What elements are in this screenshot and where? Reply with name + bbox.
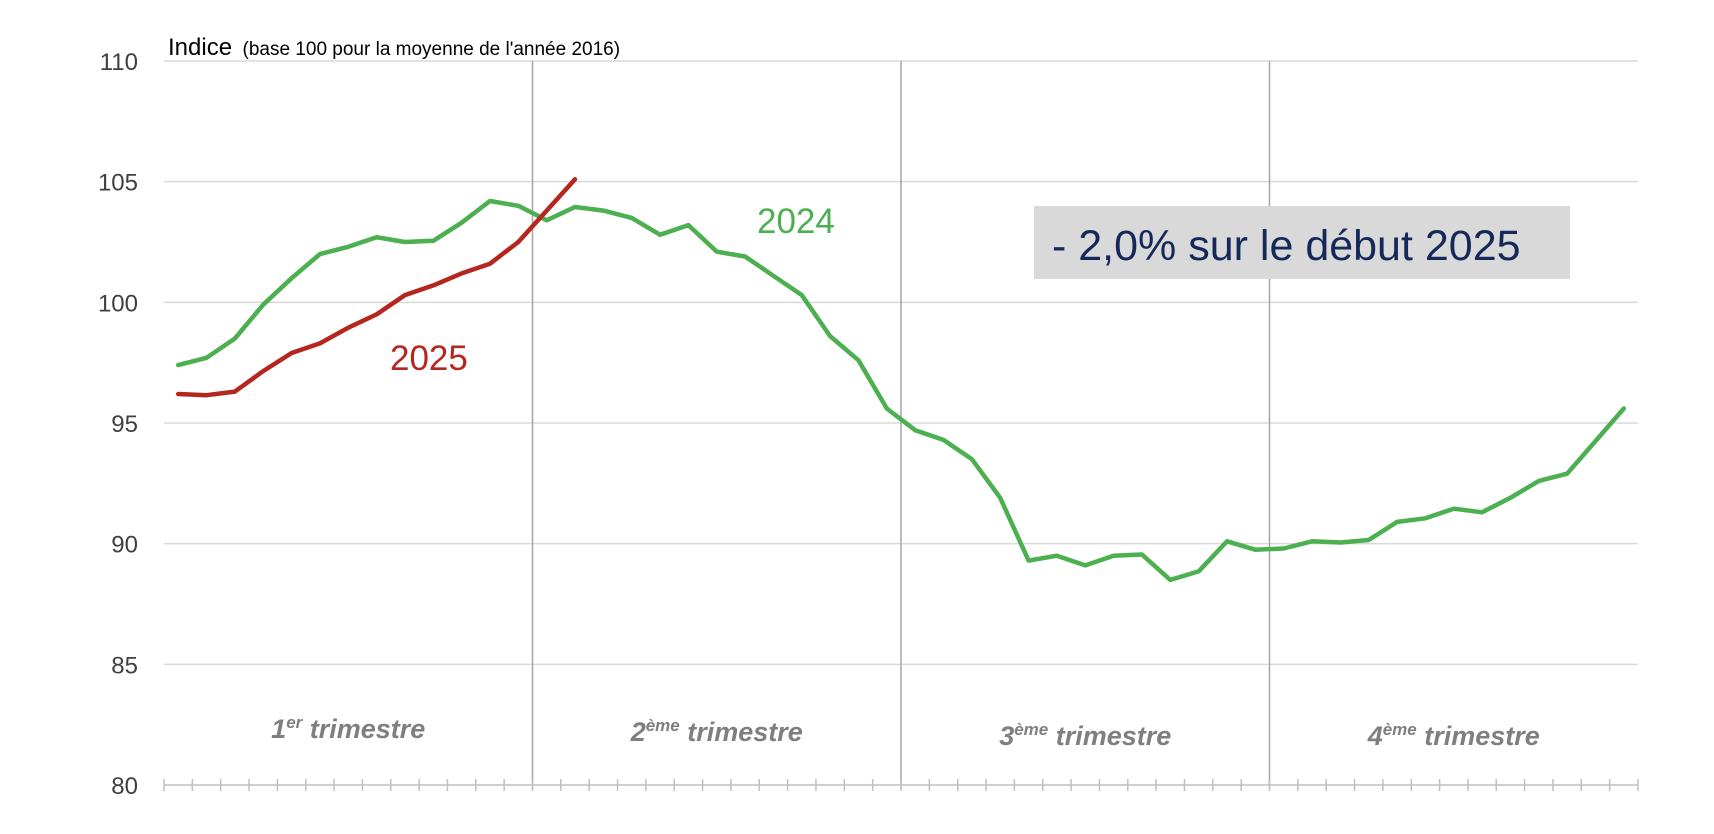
quarter-label: 1er trimestre bbox=[271, 713, 425, 744]
series-line-2025 bbox=[175, 177, 578, 398]
quarter-label: 3ème trimestre bbox=[999, 720, 1171, 751]
quarter-label: 2ème trimestre bbox=[630, 716, 803, 747]
y-tick-label: 105 bbox=[98, 170, 138, 197]
quarter-labels: 1er trimestre 2ème trimestre 3ème trimestr… bbox=[271, 713, 1540, 751]
x-axis bbox=[163, 779, 1639, 791]
series-label-2025: 2025 bbox=[390, 339, 468, 378]
quarter-dividers bbox=[531, 61, 1271, 789]
y-tick-label: 90 bbox=[111, 532, 138, 559]
quarter-label: 4ème trimestre bbox=[1367, 720, 1540, 751]
y-axis-title-sub: (base 100 pour la moyenne de l'année 201… bbox=[243, 39, 621, 60]
y-tick-label: 80 bbox=[111, 773, 138, 800]
y-axis-ticks: 80 85 90 95 100 105 110 bbox=[98, 49, 138, 800]
series-lines bbox=[175, 177, 1627, 583]
y-tick-label: 110 bbox=[100, 49, 138, 76]
y-tick-label: 100 bbox=[98, 290, 138, 317]
y-axis-title-main: Indice bbox=[168, 34, 232, 61]
y-axis-title: Indice (base 100 pour la moyenne de l'an… bbox=[168, 34, 620, 61]
series-label-2024: 2024 bbox=[757, 202, 835, 241]
y-tick-label: 95 bbox=[111, 411, 138, 438]
annotation-text: - 2,0% sur le début 2025 bbox=[1052, 222, 1521, 270]
annotation-box bbox=[1034, 206, 1570, 279]
series-line-2024 bbox=[175, 198, 1627, 583]
y-tick-label: 85 bbox=[111, 652, 138, 679]
